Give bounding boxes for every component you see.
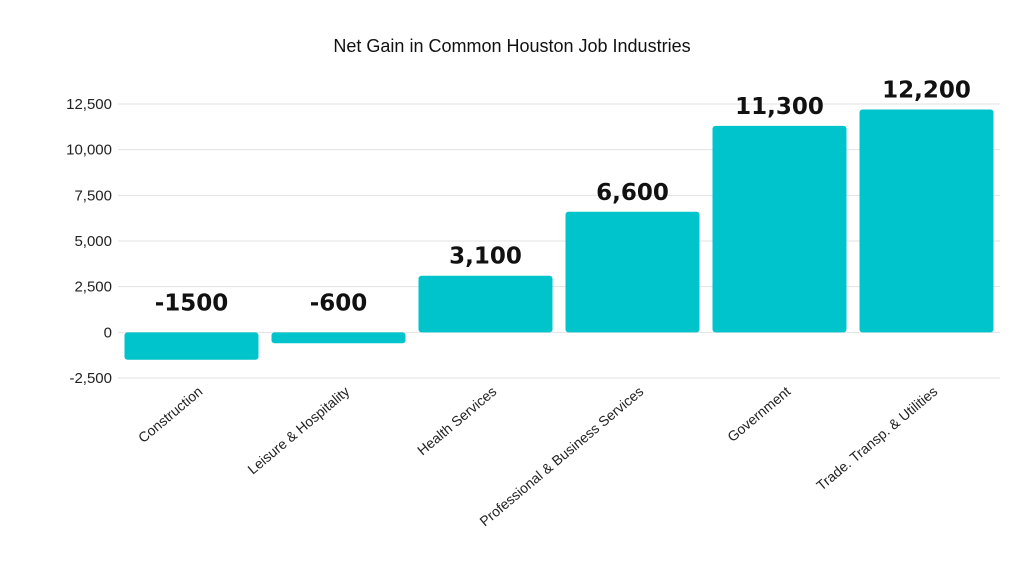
bars bbox=[124, 109, 994, 360]
y-tick-label: 7,500 bbox=[74, 187, 112, 204]
y-tick-label: 12,500 bbox=[66, 96, 112, 113]
x-category-label: Government bbox=[724, 383, 793, 445]
bar bbox=[271, 332, 406, 344]
bar bbox=[859, 109, 994, 333]
x-axis-categories: Construction Leisure & Hospitality Health … bbox=[135, 383, 940, 529]
bar bbox=[124, 332, 259, 360]
data-label: 6,600 bbox=[596, 180, 669, 206]
y-tick-label: 0 bbox=[104, 324, 112, 341]
data-label: 12,200 bbox=[882, 77, 971, 103]
x-category-label: Construction bbox=[135, 383, 205, 446]
bar bbox=[565, 211, 700, 333]
x-category-label: Health Services bbox=[414, 383, 499, 458]
bar bbox=[418, 275, 553, 333]
y-tick-label: 5,000 bbox=[74, 233, 112, 250]
gridlines bbox=[118, 103, 1000, 379]
x-category-label: Trade. Transp. & Utilities bbox=[813, 383, 940, 493]
x-category-label: Professional & Business Services bbox=[476, 383, 646, 529]
y-tick-label: 10,000 bbox=[66, 142, 112, 159]
data-label: -1500 bbox=[155, 290, 229, 316]
data-label: -600 bbox=[310, 290, 368, 316]
data-label: 11,300 bbox=[735, 94, 824, 120]
x-category-label: Leisure & Hospitality bbox=[244, 383, 352, 477]
y-axis-ticks: 12,500 10,000 7,500 5,000 2,500 0 -2,500 bbox=[66, 96, 112, 387]
bar bbox=[712, 125, 847, 333]
y-tick-label: -2,500 bbox=[69, 370, 112, 387]
data-label: 3,100 bbox=[449, 244, 522, 270]
chart-title: Net Gain in Common Houston Job Industrie… bbox=[333, 36, 690, 56]
data-labels: -1500 -600 3,100 6,600 11,300 12,200 bbox=[155, 77, 971, 316]
y-tick-label: 2,500 bbox=[74, 279, 112, 296]
